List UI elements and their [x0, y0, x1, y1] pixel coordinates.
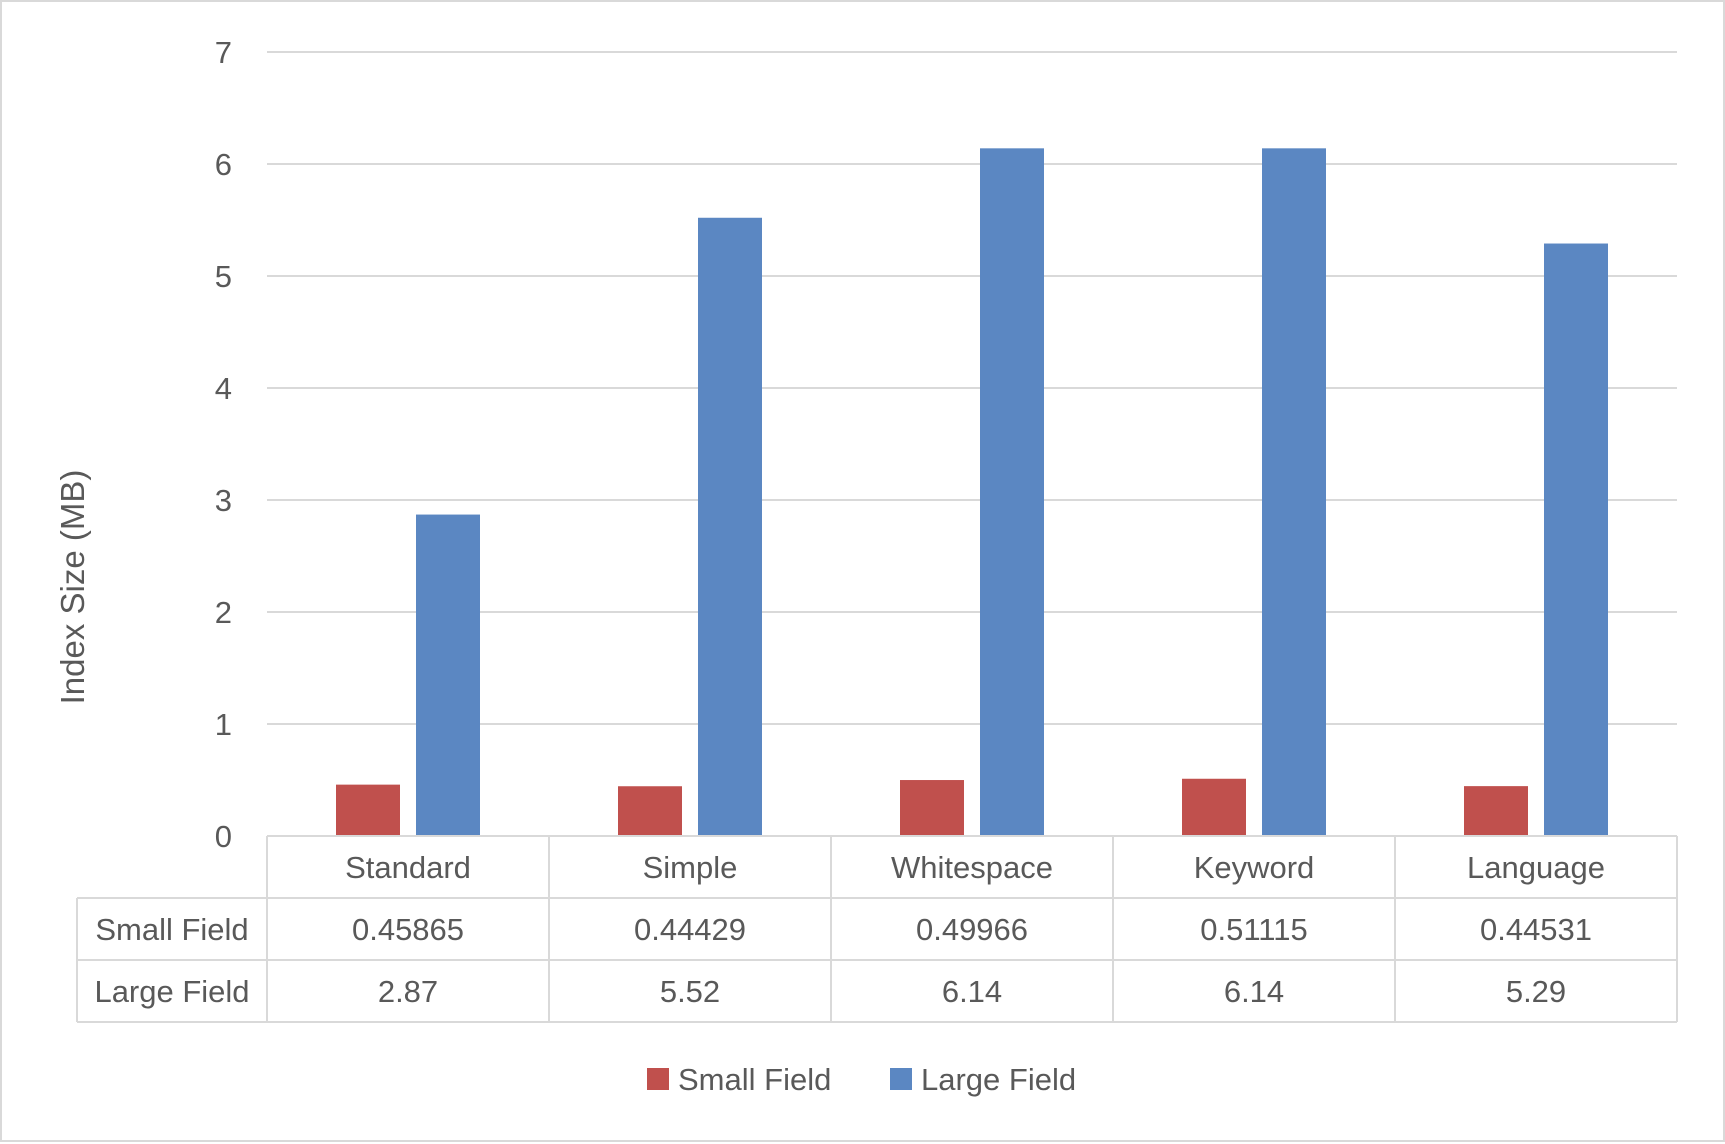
y-tick-label: 3	[215, 483, 232, 518]
table-cell-value: 0.51115	[1200, 912, 1307, 947]
bar-large-field-whitespace	[980, 148, 1044, 836]
legend-swatch-small-field	[647, 1068, 669, 1090]
data-table: Standard Simple Whitespace Keyword Language S…	[76, 835, 1678, 1023]
table-cell-value: 0.44429	[634, 912, 746, 947]
y-tick-label: 1	[215, 707, 232, 742]
table-cell-value: 0.49966	[916, 912, 1028, 947]
table-cell-value: 2.87	[378, 974, 438, 1009]
bar-small-field-keyword	[1182, 778, 1246, 836]
bar-large-field-keyword	[1262, 148, 1326, 836]
table-cell-value: 0.45865	[352, 912, 464, 947]
table-row-label: Large Field	[94, 974, 249, 1009]
bar-large-field-language	[1544, 243, 1608, 836]
bar-small-field-whitespace	[900, 780, 964, 836]
category-label: Standard	[345, 850, 471, 885]
table-cell-value: 6.14	[1224, 974, 1284, 1009]
bar-small-field-language	[1464, 786, 1528, 836]
bars	[336, 148, 1608, 836]
bar-large-field-simple	[698, 217, 762, 836]
category-label: Simple	[643, 850, 738, 885]
y-tick-label: 2	[215, 595, 232, 630]
legend-label: Large Field	[921, 1062, 1076, 1097]
table-row-label: Small Field	[95, 912, 248, 947]
y-tick-label: 7	[215, 35, 232, 70]
y-tick-label: 0	[215, 819, 232, 854]
y-tick-label: 6	[215, 147, 232, 182]
bar-small-field-standard	[336, 784, 400, 836]
bar-large-field-standard	[416, 514, 480, 836]
category-label: Keyword	[1194, 850, 1315, 885]
gridlines	[267, 51, 1677, 725]
legend-label: Small Field	[678, 1062, 831, 1097]
table-cell-value: 5.29	[1506, 974, 1566, 1009]
category-label: Whitespace	[891, 850, 1053, 885]
table-cell-value: 5.52	[660, 974, 720, 1009]
y-axis-ticks: 0 1 2 3 4 5 6 7	[215, 35, 232, 854]
table-cell-value: 6.14	[942, 974, 1002, 1009]
y-axis-title: Index Size (MB)	[54, 470, 91, 705]
y-tick-label: 5	[215, 259, 232, 294]
category-label: Language	[1467, 850, 1605, 885]
legend-swatch-large-field	[890, 1068, 912, 1090]
table-cell-value: 0.44531	[1480, 912, 1592, 947]
y-tick-label: 4	[215, 371, 232, 406]
legend: Small Field Large Field	[647, 1062, 1076, 1097]
bar-small-field-simple	[618, 786, 682, 836]
